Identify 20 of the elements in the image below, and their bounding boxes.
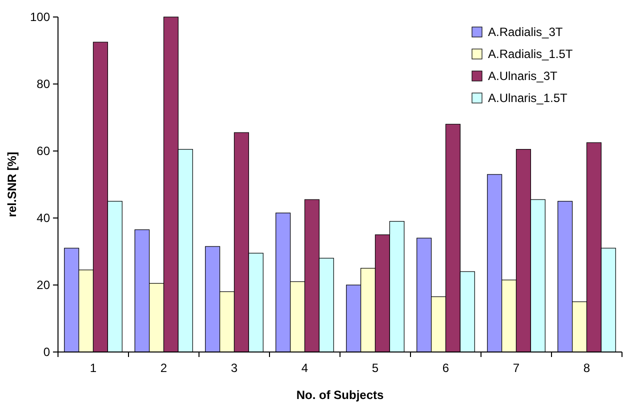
x-tick-label: 4 [301,361,308,375]
x-tick-label: 2 [160,361,168,375]
x-tick-label: 8 [583,361,590,375]
y-tick-label: 100 [30,10,50,24]
x-tick-label: 3 [230,361,238,375]
legend-label: A.Radialis_1.5T [488,47,574,62]
y-tick-label: 0 [43,345,50,360]
legend-label: A.Radialis_3T [488,25,564,40]
legend-label: A.Ulnaris_1.5T [488,91,568,106]
x-tick-label: 5 [372,361,379,375]
y-axis-title: rel.SNR [%] [5,152,19,218]
y-tick-label: 40 [36,211,50,226]
y-tick-label: 80 [36,77,50,92]
y-tick-label: 60 [36,144,50,158]
x-tick-label: 1 [90,361,97,375]
x-tick-label: 7 [512,361,520,375]
x-tick-label: 6 [442,361,450,375]
x-axis-title: No. of Subjects [296,388,384,402]
y-tick-label: 20 [36,278,50,292]
legend-label: A.Ulnaris_3T [488,69,558,84]
